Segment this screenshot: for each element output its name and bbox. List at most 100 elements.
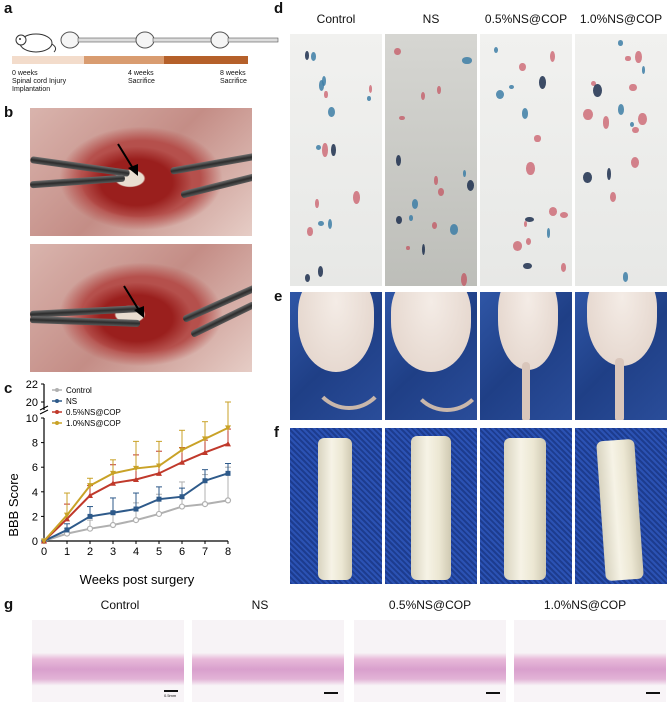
footprint-mark	[496, 90, 504, 100]
chart-point	[87, 483, 93, 489]
chart-point	[179, 447, 185, 453]
footprint-mark	[324, 90, 328, 98]
footprint-mark	[432, 222, 438, 229]
footprint-mark	[630, 156, 639, 168]
footprint-mark	[635, 50, 642, 63]
chart-point	[87, 513, 93, 519]
footprint-mark	[434, 176, 438, 185]
footprint-mark	[534, 135, 541, 142]
timeline-label-0: 0 weeks Spinal cord Injury Implantation	[12, 70, 67, 93]
rat-photo-ns	[385, 292, 477, 420]
footprint-mark	[396, 154, 402, 167]
chart-legend-label: 1.0%NS@COP	[66, 419, 121, 428]
footprint-mark	[512, 241, 523, 252]
spinal-cord-photo-ns	[385, 428, 477, 584]
chart-legend-label: NS	[66, 397, 77, 406]
chart-point	[86, 525, 94, 532]
footprint-mark	[583, 109, 593, 121]
footprint-mark	[548, 207, 558, 217]
footprint-mark	[406, 245, 410, 250]
footprint-mark	[625, 56, 631, 61]
footprint-mark	[322, 76, 327, 86]
footprint-mark	[408, 215, 413, 221]
footprint-mark	[304, 273, 310, 283]
histology-image-10	[514, 620, 666, 702]
footprint-mark	[632, 126, 639, 134]
chart-y-tick-label: 6	[32, 462, 38, 474]
chart-point	[224, 497, 232, 504]
footprint-mark	[561, 263, 567, 272]
chart-legend-label: Control	[66, 386, 92, 395]
group-header-10: 1.0%NS@COP	[579, 12, 663, 26]
panel-label-c: c	[4, 380, 13, 397]
chart-point	[110, 470, 116, 477]
chart-y-tick-label: 0	[32, 536, 38, 548]
chart-legend-marker	[55, 421, 59, 425]
chart-x-tick-label: 7	[202, 546, 208, 558]
footprint-mark	[317, 265, 324, 278]
timeline-bar-segment-2	[84, 56, 164, 64]
histo-header-10: 1.0%NS@COP	[543, 598, 627, 612]
group-header-05: 0.5%NS@COP	[484, 12, 568, 26]
footprint-mark	[521, 108, 529, 120]
footprint-mark	[494, 46, 499, 53]
chart-x-label: Weeks post surgery	[80, 572, 195, 587]
chart-point	[87, 492, 93, 498]
footprint-mark	[461, 273, 468, 286]
chart-point	[225, 440, 231, 447]
footprint-mark	[393, 47, 401, 56]
chart-point	[110, 480, 116, 486]
timeline-label-8: 8 weeks Sacrifice	[220, 70, 247, 85]
scale-bar-label: 0.5mm	[164, 693, 177, 698]
footprint-mark	[327, 219, 332, 230]
arrow-icon	[114, 142, 144, 183]
footprint-mark	[318, 80, 324, 91]
footprint-mark	[637, 112, 647, 126]
chart-x-tick-label: 8	[225, 546, 231, 558]
timeline-label-4: 4 weeks Sacrifice	[128, 70, 155, 85]
chart-point	[133, 465, 139, 472]
footprint-mark	[366, 96, 371, 102]
footprint-mark	[318, 220, 324, 227]
chart-point	[225, 425, 231, 431]
footprint-mark	[549, 50, 555, 62]
rat-photo-05	[480, 292, 572, 420]
footprint-strip-10	[575, 34, 667, 286]
spine-illustration-icon	[210, 30, 280, 50]
spinal-cord-photo-05	[480, 428, 572, 584]
footprint-mark	[525, 162, 535, 175]
chart-point	[132, 516, 140, 524]
chart-point	[110, 510, 116, 516]
footprint-mark	[525, 217, 535, 223]
footprint-mark	[466, 180, 475, 192]
footprint-mark	[411, 199, 418, 210]
chart-legend-marker	[55, 388, 59, 392]
footprint-mark	[315, 198, 319, 208]
rat-photo-control	[290, 292, 382, 420]
chart-point	[178, 503, 186, 510]
chart-point	[133, 506, 139, 512]
arrow-icon	[120, 284, 150, 325]
footprint-mark	[304, 51, 309, 60]
footprint-strip-05	[480, 34, 572, 286]
chart-point	[202, 436, 208, 442]
spinal-cord-photo-10	[575, 428, 667, 584]
footprint-mark	[519, 63, 526, 72]
chart-x-tick-label: 4	[133, 546, 139, 558]
footprint-mark	[331, 143, 337, 157]
footprint-mark	[395, 215, 402, 224]
footprint-mark	[437, 85, 441, 95]
panel-label-f: f	[274, 424, 279, 441]
footprint-mark	[525, 237, 532, 246]
chart-axis-break	[39, 405, 49, 411]
panel-label-g: g	[4, 596, 14, 613]
footprint-mark	[328, 107, 335, 118]
chart-x-tick-label: 3	[110, 546, 116, 558]
footprint-mark	[398, 115, 405, 121]
chart-x-tick-label: 0	[41, 546, 47, 558]
footprint-strip-ns	[385, 34, 477, 286]
rat-photo-10	[575, 292, 667, 420]
chart-point	[41, 538, 47, 544]
chart-point	[225, 470, 231, 476]
chart-y-tick-label: 20	[26, 397, 38, 409]
